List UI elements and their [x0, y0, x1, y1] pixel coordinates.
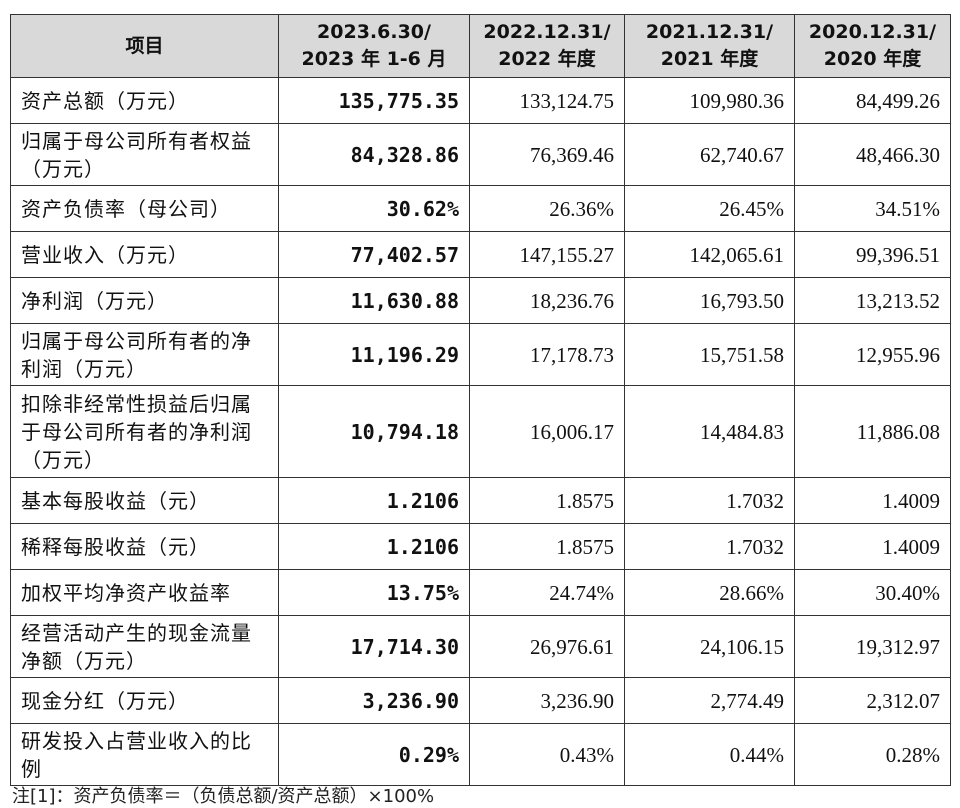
cell-2023-h1: 10,794.18: [278, 385, 470, 478]
cell-2023-h1: 1.2106: [278, 477, 470, 524]
cell-2021: 24,106.15: [624, 615, 795, 678]
row-label: 营业收入（万元）: [10, 231, 279, 278]
table-row-operating-cash-flow: 经营活动产生的现金流量净额（万元） 17,714.30 26,976.61 24…: [10, 615, 951, 678]
cell-2020: 1.4009: [794, 477, 951, 524]
cell-2023-h1: 17,714.30: [278, 615, 470, 678]
cell-2021: 16,793.50: [624, 277, 795, 324]
cell-2022: 26.36%: [469, 185, 625, 232]
cell-2020: 0.28%: [794, 723, 951, 786]
row-label: 扣除非经常性损益后归属于母公司所有者的净利润（万元）: [10, 385, 279, 478]
table-row-basic-eps: 基本每股收益（元） 1.2106 1.8575 1.7032 1.4009: [10, 477, 951, 524]
header-2023-h1: 2023.6.30/ 2023 年 1-6 月: [278, 14, 470, 78]
cell-2022: 1.8575: [469, 477, 625, 524]
table-row-debt-ratio: 资产负债率（母公司） 30.62% 26.36% 26.45% 34.51%: [10, 185, 951, 232]
cell-2023-h1: 3,236.90: [278, 677, 470, 724]
cell-2020: 11,886.08: [794, 385, 951, 478]
cell-2022: 147,155.27: [469, 231, 625, 278]
cell-2021: 1.7032: [624, 523, 795, 570]
financial-summary-table: 项目 2023.6.30/ 2023 年 1-6 月 2022.12.31/ 2…: [10, 14, 951, 786]
row-label: 归属于母公司所有者的净利润（万元）: [10, 323, 279, 386]
cell-2022: 133,124.75: [469, 77, 625, 124]
cell-2022: 76,369.46: [469, 123, 625, 186]
cell-2021: 14,484.83: [624, 385, 795, 478]
cell-2021: 2,774.49: [624, 677, 795, 724]
row-label: 资产负债率（母公司）: [10, 185, 279, 232]
cell-2023-h1: 1.2106: [278, 523, 470, 570]
cell-2020: 2,312.07: [794, 677, 951, 724]
cell-2022: 3,236.90: [469, 677, 625, 724]
table-footnote: 注[1]：资产负债率＝（负债总额/资产总额）×100%: [12, 786, 435, 807]
table-row-cash-dividend: 现金分红（万元） 3,236.90 3,236.90 2,774.49 2,31…: [10, 677, 951, 724]
row-label: 资产总额（万元）: [10, 77, 279, 124]
cell-2020: 19,312.97: [794, 615, 951, 678]
cell-2020: 99,396.51: [794, 231, 951, 278]
cell-2023-h1: 0.29%: [278, 723, 470, 786]
cell-2023-h1: 11,630.88: [278, 277, 470, 324]
cell-2023-h1: 135,775.35: [278, 77, 470, 124]
cell-2021: 62,740.67: [624, 123, 795, 186]
table-row-total-assets: 资产总额（万元） 135,775.35 133,124.75 109,980.3…: [10, 77, 951, 124]
cell-2022: 26,976.61: [469, 615, 625, 678]
table-row-diluted-eps: 稀释每股收益（元） 1.2106 1.8575 1.7032 1.4009: [10, 523, 951, 570]
row-label: 研发投入占营业收入的比例: [10, 723, 279, 786]
table-header-row: 项目 2023.6.30/ 2023 年 1-6 月 2022.12.31/ 2…: [10, 14, 951, 78]
table-row-rd-ratio: 研发投入占营业收入的比例 0.29% 0.43% 0.44% 0.28%: [10, 723, 951, 786]
cell-2020: 13,213.52: [794, 277, 951, 324]
table-row-roe: 加权平均净资产收益率 13.75% 24.74% 28.66% 30.40%: [10, 569, 951, 616]
financial-table-container: 项目 2023.6.30/ 2023 年 1-6 月 2022.12.31/ 2…: [10, 14, 951, 786]
cell-2020: 48,466.30: [794, 123, 951, 186]
cell-2020: 30.40%: [794, 569, 951, 616]
row-label: 基本每股收益（元）: [10, 477, 279, 524]
cell-2020: 34.51%: [794, 185, 951, 232]
header-item: 项目: [10, 14, 279, 78]
cell-2023-h1: 30.62%: [278, 185, 470, 232]
cell-2021: 26.45%: [624, 185, 795, 232]
row-label: 归属于母公司所有者权益（万元）: [10, 123, 279, 186]
cell-2021: 109,980.36: [624, 77, 795, 124]
cell-2022: 17,178.73: [469, 323, 625, 386]
table-row-parent-net-profit: 归属于母公司所有者的净利润（万元） 11,196.29 17,178.73 15…: [10, 323, 951, 386]
cell-2021: 28.66%: [624, 569, 795, 616]
row-label: 经营活动产生的现金流量净额（万元）: [10, 615, 279, 678]
row-label: 加权平均净资产收益率: [10, 569, 279, 616]
cell-2023-h1: 13.75%: [278, 569, 470, 616]
table-row-parent-equity: 归属于母公司所有者权益（万元） 84,328.86 76,369.46 62,7…: [10, 123, 951, 186]
cell-2020: 84,499.26: [794, 77, 951, 124]
cell-2022: 1.8575: [469, 523, 625, 570]
cell-2021: 15,751.58: [624, 323, 795, 386]
cell-2022: 0.43%: [469, 723, 625, 786]
cell-2023-h1: 84,328.86: [278, 123, 470, 186]
row-label: 净利润（万元）: [10, 277, 279, 324]
cell-2023-h1: 11,196.29: [278, 323, 470, 386]
row-label: 稀释每股收益（元）: [10, 523, 279, 570]
cell-2022: 18,236.76: [469, 277, 625, 324]
cell-2020: 12,955.96: [794, 323, 951, 386]
table-row-deducted-net-profit: 扣除非经常性损益后归属于母公司所有者的净利润（万元） 10,794.18 16,…: [10, 385, 951, 478]
cell-2023-h1: 77,402.57: [278, 231, 470, 278]
cell-2020: 1.4009: [794, 523, 951, 570]
header-2020: 2020.12.31/ 2020 年度: [794, 14, 951, 78]
cell-2021: 1.7032: [624, 477, 795, 524]
row-label: 现金分红（万元）: [10, 677, 279, 724]
table-row-net-profit: 净利润（万元） 11,630.88 18,236.76 16,793.50 13…: [10, 277, 951, 324]
cell-2021: 0.44%: [624, 723, 795, 786]
header-2021: 2021.12.31/ 2021 年度: [624, 14, 795, 78]
table-row-revenue: 营业收入（万元） 77,402.57 147,155.27 142,065.61…: [10, 231, 951, 278]
header-2022: 2022.12.31/ 2022 年度: [469, 14, 625, 78]
cell-2022: 16,006.17: [469, 385, 625, 478]
cell-2022: 24.74%: [469, 569, 625, 616]
cell-2021: 142,065.61: [624, 231, 795, 278]
